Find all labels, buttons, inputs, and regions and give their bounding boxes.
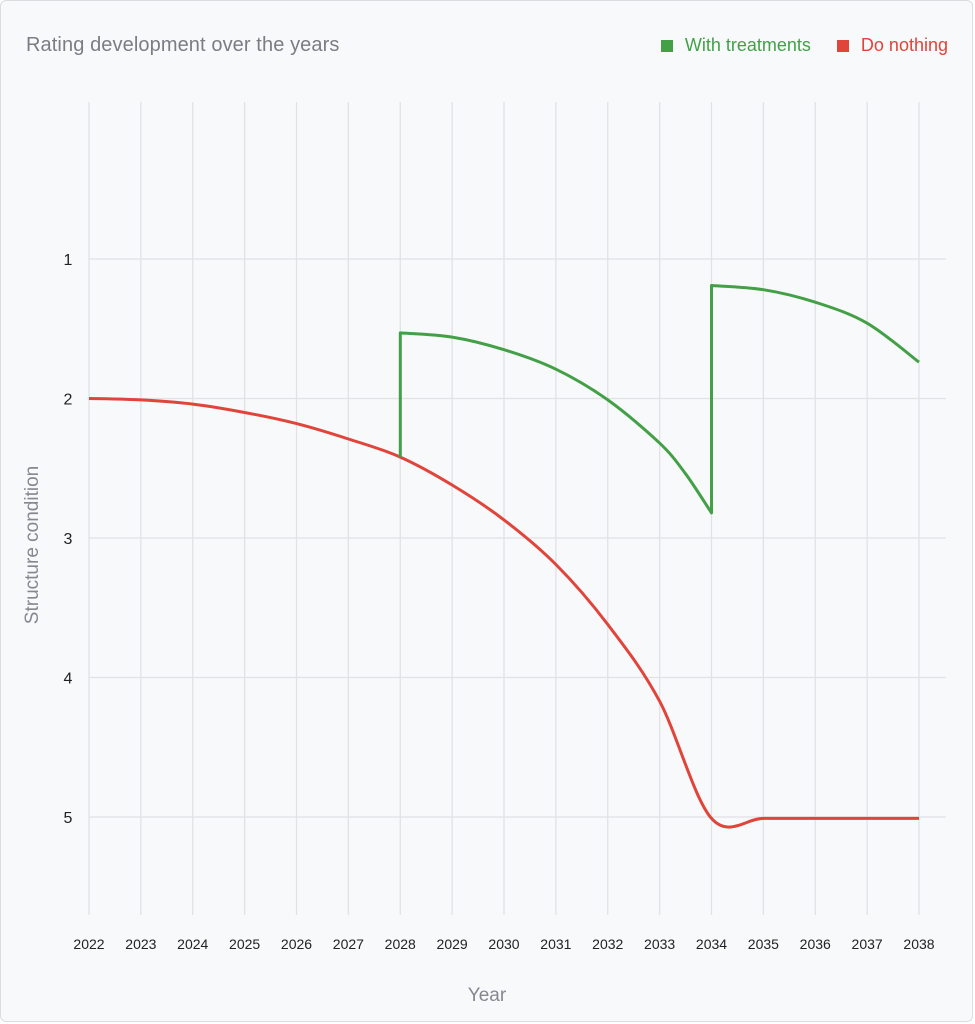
x-tick-labels: 2022 2023 2024 2025 2026 2027 2028 2029 2030 2031… (73, 936, 934, 952)
x-tick-2023: 2023 (125, 936, 156, 952)
x-tick-2034: 2034 (696, 936, 727, 952)
chart-legend: With treatments Do nothing (660, 35, 948, 56)
y-tick-labels: 1 2 3 4 5 (64, 252, 73, 827)
chart-title: Rating development over the years (26, 34, 340, 56)
grid-horizontal-lines (89, 258, 946, 818)
grid-vertical-lines (88, 102, 920, 915)
x-tick-2033: 2033 (644, 936, 675, 952)
x-tick-2031: 2031 (540, 936, 571, 952)
legend-label-with-treatments: With treatments (684, 35, 811, 55)
y-tick-1: 1 (64, 252, 73, 269)
x-tick-2030: 2030 (488, 936, 519, 952)
x-tick-2035: 2035 (748, 936, 779, 952)
series-line-do-nothing (88, 397, 920, 829)
y-tick-2: 2 (64, 392, 73, 409)
x-tick-2038: 2038 (903, 936, 934, 952)
x-tick-2024: 2024 (177, 936, 208, 952)
x-tick-2025: 2025 (229, 936, 260, 952)
y-tick-4: 4 (64, 671, 73, 688)
x-tick-2022: 2022 (73, 936, 104, 952)
x-axis-label: Year (468, 985, 507, 1006)
x-tick-2027: 2027 (333, 936, 364, 952)
legend-item-with-treatments[interactable]: With treatments (660, 35, 811, 56)
y-tick-5: 5 (64, 810, 73, 827)
x-tick-2032: 2032 (592, 936, 623, 952)
legend-swatch-do-nothing (836, 39, 849, 52)
x-tick-2037: 2037 (852, 936, 883, 952)
y-axis-label: Structure condition (22, 466, 43, 624)
series-line-with-treatments (398, 284, 920, 515)
y-tick-3: 3 (64, 531, 73, 548)
x-tick-2026: 2026 (281, 936, 312, 952)
x-tick-2029: 2029 (437, 936, 468, 952)
legend-item-do-nothing[interactable]: Do nothing (836, 35, 948, 56)
x-tick-2028: 2028 (385, 936, 416, 952)
x-tick-2036: 2036 (800, 936, 831, 952)
series-layer (88, 284, 920, 829)
legend-swatch-with-treatments (660, 39, 673, 52)
legend-label-do-nothing: Do nothing (860, 35, 948, 55)
